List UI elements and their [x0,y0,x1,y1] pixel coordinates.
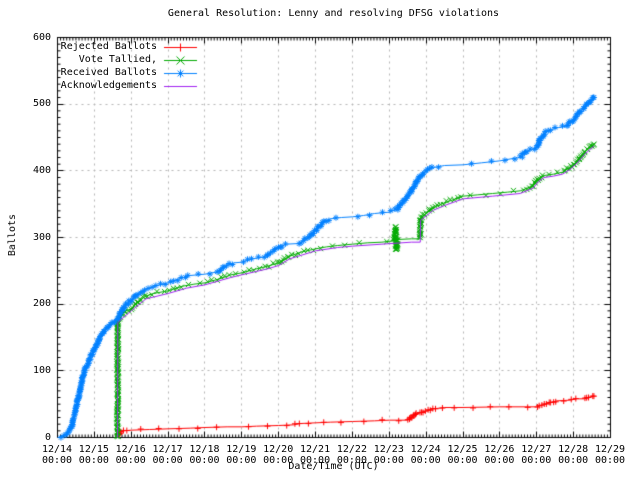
legend-label: Received Ballots [60,67,157,78]
legend-sample-line [163,40,199,53]
x-tick-label: 12/21 00:00 [300,444,331,466]
x-axis-label: Date/Time (UTC) [288,461,379,472]
legend: Rejected Ballots Vote Tallied, Received Ba… [59,40,199,92]
x-tick-label: 12/22 00:00 [336,444,367,466]
y-tick-label: 300 [32,231,51,243]
y-tick-label: 0 [44,431,51,443]
legend-label: Acknowledgements [60,80,157,91]
y-tick-label: 500 [32,98,51,110]
x-tick-label: 12/27 00:00 [521,444,552,466]
x-tick-label: 12/19 00:00 [226,444,257,466]
legend-item-vote-tallied: Vote Tallied, [59,53,199,66]
y-tick-label: 200 [32,298,51,310]
legend-sample-line [163,66,199,79]
x-tick-label: 12/23 00:00 [373,444,404,466]
chart-title: General Resolution: Lenny and resolving … [167,8,500,19]
x-tick-label: 12/29 00:00 [594,444,626,466]
x-tick-label: 12/25 00:00 [447,444,478,466]
x-tick-label: 12/26 00:00 [484,444,515,466]
y-tick-label: 400 [32,164,51,176]
x-tick-label: 12/17 00:00 [152,444,183,466]
x-tick-label: 12/28 00:00 [558,444,589,466]
x-tick-label: 12/16 00:00 [115,444,146,466]
x-tick-label: 12/15 00:00 [78,444,109,466]
x-tick-label: 12/24 00:00 [410,444,441,466]
x-tick-label: 12/18 00:00 [189,444,220,466]
legend-sample-line [163,53,199,66]
legend-item-acknowledgements: Acknowledgements [59,79,199,92]
legend-item-rejected-ballots: Rejected Ballots [59,40,199,53]
legend-label: Vote Tallied, [78,54,157,65]
y-tick-label: 600 [32,31,51,43]
x-tick-label: 12/20 00:00 [263,444,294,466]
y-tick-label: 100 [32,364,51,376]
x-tick-label: 12/14 00:00 [41,444,73,466]
legend-sample-line [163,79,199,92]
legend-item-received-ballots: Received Ballots [59,66,199,79]
legend-label: Rejected Ballots [60,41,157,52]
